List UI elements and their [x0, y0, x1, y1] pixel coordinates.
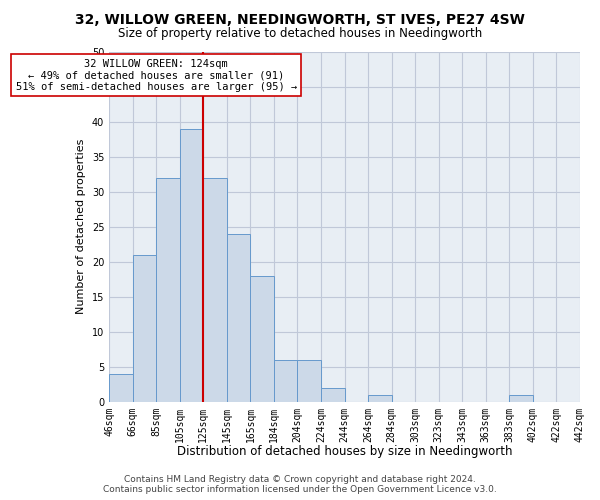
Bar [156, 178, 180, 402]
Bar [274, 360, 298, 402]
Bar [321, 388, 344, 402]
Y-axis label: Number of detached properties: Number of detached properties [76, 139, 86, 314]
Text: Contains HM Land Registry data © Crown copyright and database right 2024.
Contai: Contains HM Land Registry data © Crown c… [103, 474, 497, 494]
Bar [109, 374, 133, 402]
Bar [509, 394, 533, 402]
Text: Size of property relative to detached houses in Needingworth: Size of property relative to detached ho… [118, 28, 482, 40]
Bar [368, 394, 392, 402]
X-axis label: Distribution of detached houses by size in Needingworth: Distribution of detached houses by size … [177, 444, 512, 458]
Bar [203, 178, 227, 402]
Bar [180, 128, 203, 402]
Bar [298, 360, 321, 402]
Bar [250, 276, 274, 402]
Text: 32, WILLOW GREEN, NEEDINGWORTH, ST IVES, PE27 4SW: 32, WILLOW GREEN, NEEDINGWORTH, ST IVES,… [75, 12, 525, 26]
Text: 32 WILLOW GREEN: 124sqm
← 49% of detached houses are smaller (91)
51% of semi-de: 32 WILLOW GREEN: 124sqm ← 49% of detache… [16, 58, 297, 92]
Bar [227, 234, 250, 402]
Bar [133, 254, 156, 402]
